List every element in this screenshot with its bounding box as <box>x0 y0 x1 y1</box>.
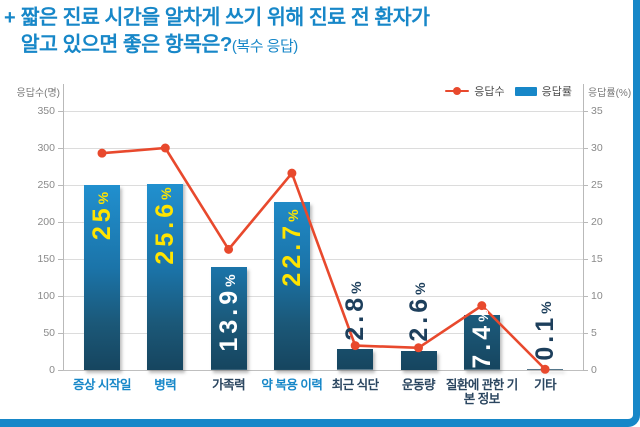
left-axis-title: 응답수(명) <box>16 88 60 99</box>
right-axis-tick-label: 15 <box>591 253 603 265</box>
right-axis-tick <box>583 370 588 371</box>
category-label: 기타 <box>534 378 557 392</box>
bar-value-label: 25% <box>88 191 116 241</box>
category-label: 질환에 관한 기본 정보 <box>445 378 518 406</box>
chart-title-text: 짧은 진료 시간을 알차게 쓰기 위해 진료 전 환자가 알고 있으면 좋은 항… <box>21 4 430 60</box>
left-axis-tick-label: 300 <box>37 142 55 154</box>
left-axis-tick <box>58 222 63 223</box>
category-label: 운동량 <box>401 378 436 392</box>
plus-mark: + <box>4 7 16 29</box>
right-axis-tick <box>583 111 588 112</box>
bar-value-label: 13.9% <box>214 274 243 352</box>
bar-value-label: 7.4% <box>467 308 496 369</box>
right-axis-tick-label: 30 <box>591 142 603 154</box>
bar-value-label: 25.6% <box>151 187 180 265</box>
bar-value-label: 2.6% <box>404 282 433 342</box>
legend-item-count: 응답수 <box>445 83 505 99</box>
title-line-1: 짧은 진료 시간을 알차게 쓰기 위해 진료 전 환자가 <box>20 6 430 29</box>
right-axis-tick-label: 0 <box>591 364 597 376</box>
right-axis-tick <box>583 148 588 149</box>
percent-sign: % <box>284 208 301 222</box>
line-point <box>97 148 107 158</box>
category-label: 병력 <box>154 378 177 392</box>
left-axis-tick-label: 100 <box>37 290 55 302</box>
right-axis-title: 응답률(%) <box>588 88 632 99</box>
gridline <box>63 296 583 297</box>
right-axis-tick <box>583 185 588 186</box>
right-axis-line <box>583 84 584 370</box>
gridline <box>63 222 583 223</box>
title-line-2: 알고 있으면 좋은 항목은?(복수 응답) <box>20 33 299 56</box>
bar-value-label: 0.1% <box>531 301 560 361</box>
gridline <box>63 333 583 334</box>
legend: 응답수 응답률 <box>400 83 572 99</box>
right-axis-tick-label: 20 <box>591 216 603 228</box>
percent-sign: % <box>411 282 428 296</box>
left-axis-tick <box>58 259 63 260</box>
category-label: 증상 시작일 <box>73 378 131 392</box>
bar-기타 <box>527 369 564 370</box>
percent-sign: % <box>348 281 365 294</box>
left-axis-tick <box>58 370 63 371</box>
gridline <box>63 370 583 371</box>
line-series-marker-icon <box>445 87 470 95</box>
category-label: 가족력 <box>212 378 246 392</box>
percent-sign: % <box>474 308 491 322</box>
left-axis-tick <box>58 296 63 297</box>
bar-운동량 <box>400 350 437 370</box>
percent-sign: % <box>95 191 111 205</box>
category-label: 약 복용 이력 <box>261 378 323 392</box>
legend-item-rate: 응답률 <box>514 83 572 99</box>
left-axis-tick-label: 0 <box>49 364 55 376</box>
percent-sign: % <box>538 301 555 314</box>
line-point <box>287 168 297 178</box>
bar-series-marker-icon <box>514 86 537 96</box>
left-axis-line <box>63 84 64 370</box>
percent-sign: % <box>158 187 175 200</box>
right-axis-tick-label: 5 <box>591 327 597 339</box>
left-axis-tick-label: 350 <box>37 105 55 117</box>
bar-최근 식단 <box>337 349 374 370</box>
right-axis-tick <box>583 259 588 260</box>
right-axis-tick-label: 35 <box>591 105 603 117</box>
category-label: 최근 식단 <box>331 378 379 392</box>
left-axis-tick-label: 250 <box>37 179 55 191</box>
left-axis-tick <box>58 333 63 334</box>
gridline <box>63 148 583 149</box>
gridline <box>63 185 583 186</box>
left-axis-tick-label: 200 <box>37 216 55 228</box>
line-point <box>224 244 234 254</box>
right-axis-tick-label: 25 <box>591 179 603 191</box>
right-axis-tick <box>583 296 588 297</box>
legend-label-count: 응답수 <box>474 86 505 98</box>
percent-sign: % <box>221 274 238 287</box>
left-axis-tick <box>58 148 63 149</box>
left-axis-tick-label: 150 <box>37 253 55 265</box>
left-axis-tick-label: 50 <box>43 327 55 339</box>
right-axis-tick-label: 10 <box>591 290 603 302</box>
gridline <box>63 259 583 260</box>
left-axis-tick <box>58 111 63 112</box>
bar-value-label: 2.8% <box>341 281 370 341</box>
chart-title: + 짧은 진료 시간을 알차게 쓰기 위해 진료 전 환자가 알고 있으면 좋은… <box>4 4 430 60</box>
right-axis-tick <box>583 333 588 334</box>
legend-label-rate: 응답률 <box>541 86 572 98</box>
left-axis-tick <box>58 185 63 186</box>
right-axis-tick <box>583 222 588 223</box>
gridline <box>63 111 583 112</box>
bar-value-label: 22.7% <box>277 208 306 287</box>
